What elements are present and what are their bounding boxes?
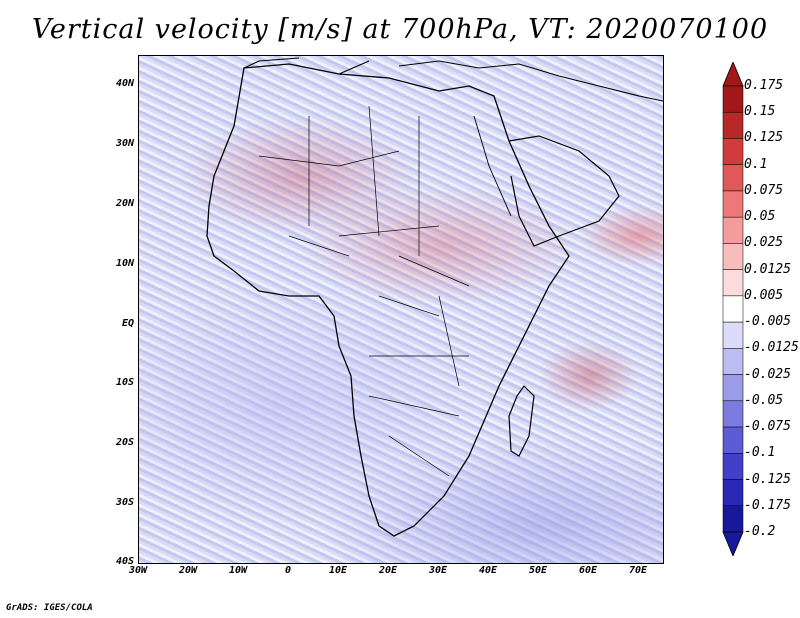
lon-tick-40e: 40E bbox=[478, 565, 498, 576]
colorbar-bottom-arrow bbox=[722, 531, 744, 556]
colorbar-segment bbox=[722, 505, 744, 533]
colorbar-label: 0.15 bbox=[744, 104, 776, 120]
lat-tick-30n: 30N bbox=[115, 138, 134, 149]
colorbar bbox=[722, 62, 744, 556]
colorbar-segment bbox=[722, 374, 744, 402]
lat-tick-10n: 10N bbox=[115, 258, 134, 269]
colorbar-segment bbox=[722, 190, 744, 218]
plot-title: Vertical velocity [m/s] at 700hPa, VT: 2… bbox=[31, 14, 769, 45]
lon-tick-60e: 60E bbox=[578, 565, 598, 576]
lat-tick-30s: 30S bbox=[115, 497, 134, 508]
lon-tick-30w: 30W bbox=[128, 565, 148, 576]
colorbar-label: -0.1 bbox=[744, 445, 776, 461]
africa-coastline-map bbox=[206, 57, 663, 537]
colorbar-label: 0.175 bbox=[744, 78, 784, 93]
lat-tick-40n: 40N bbox=[115, 78, 134, 89]
colorbar-segment bbox=[722, 453, 744, 480]
lat-tick-eq: EQ bbox=[121, 318, 134, 329]
colorbar-label: -0.2 bbox=[744, 524, 776, 539]
europe-coastline bbox=[243, 57, 663, 102]
grads-credit: GrADS: IGES/COLA bbox=[6, 603, 93, 613]
colorbar-segment bbox=[722, 348, 744, 375]
lat-tick-40s: 40S bbox=[115, 556, 134, 567]
lat-tick-10s: 10S bbox=[115, 377, 134, 388]
colorbar-segment bbox=[722, 111, 744, 139]
africa-coastline bbox=[206, 63, 570, 537]
colorbar-segment bbox=[722, 243, 744, 270]
country-borders bbox=[258, 105, 470, 477]
colorbar-label: -0.125 bbox=[744, 471, 791, 487]
colorbar-label: 0.025 bbox=[744, 235, 784, 251]
colorbar-label: -0.0125 bbox=[744, 340, 799, 356]
colorbar-label: -0.075 bbox=[744, 419, 791, 435]
lon-tick-20e: 20E bbox=[378, 565, 398, 576]
lon-tick-70e: 70E bbox=[628, 565, 648, 576]
colorbar-segment bbox=[722, 269, 744, 297]
colorbar-label: -0.025 bbox=[744, 366, 791, 382]
colorbar-label: 0.1 bbox=[744, 156, 768, 172]
lon-tick-10w: 10W bbox=[228, 565, 248, 576]
colorbar-label: 0.05 bbox=[744, 209, 776, 225]
colorbar-label: 0.0125 bbox=[744, 261, 791, 277]
map-plot-area bbox=[138, 55, 664, 564]
colorbar-segment bbox=[722, 164, 744, 192]
lon-tick-20w: 20W bbox=[178, 565, 198, 576]
colorbar-label: 0.005 bbox=[744, 287, 784, 303]
lat-tick-20s: 20S bbox=[115, 437, 134, 448]
arabia-coastline bbox=[508, 135, 620, 247]
colorbar-segment bbox=[722, 138, 744, 165]
lon-tick-50e: 50E bbox=[528, 565, 548, 576]
lon-tick-30e: 30E bbox=[428, 565, 448, 576]
colorbar-segment bbox=[722, 295, 744, 323]
colorbar-segment bbox=[722, 400, 744, 428]
colorbar-top-arrow bbox=[722, 62, 744, 87]
colorbar-segment bbox=[722, 216, 744, 244]
colorbar-label: 0.075 bbox=[744, 182, 784, 198]
colorbar-segment bbox=[722, 479, 744, 507]
red-sea-coastline bbox=[473, 115, 512, 217]
madagascar-coastline bbox=[508, 385, 535, 457]
colorbar-segment bbox=[722, 426, 744, 454]
colorbar-label: 0.125 bbox=[744, 130, 784, 146]
colorbar-label: -0.005 bbox=[744, 314, 791, 330]
lon-tick-0: 0 bbox=[284, 565, 292, 576]
lat-tick-20n: 20N bbox=[115, 198, 134, 209]
colorbar-label: -0.05 bbox=[744, 392, 784, 408]
colorbar-segment bbox=[722, 85, 744, 113]
lon-tick-10e: 10E bbox=[328, 565, 348, 576]
colorbar-label: -0.175 bbox=[744, 497, 791, 513]
colorbar-segment bbox=[722, 321, 744, 349]
